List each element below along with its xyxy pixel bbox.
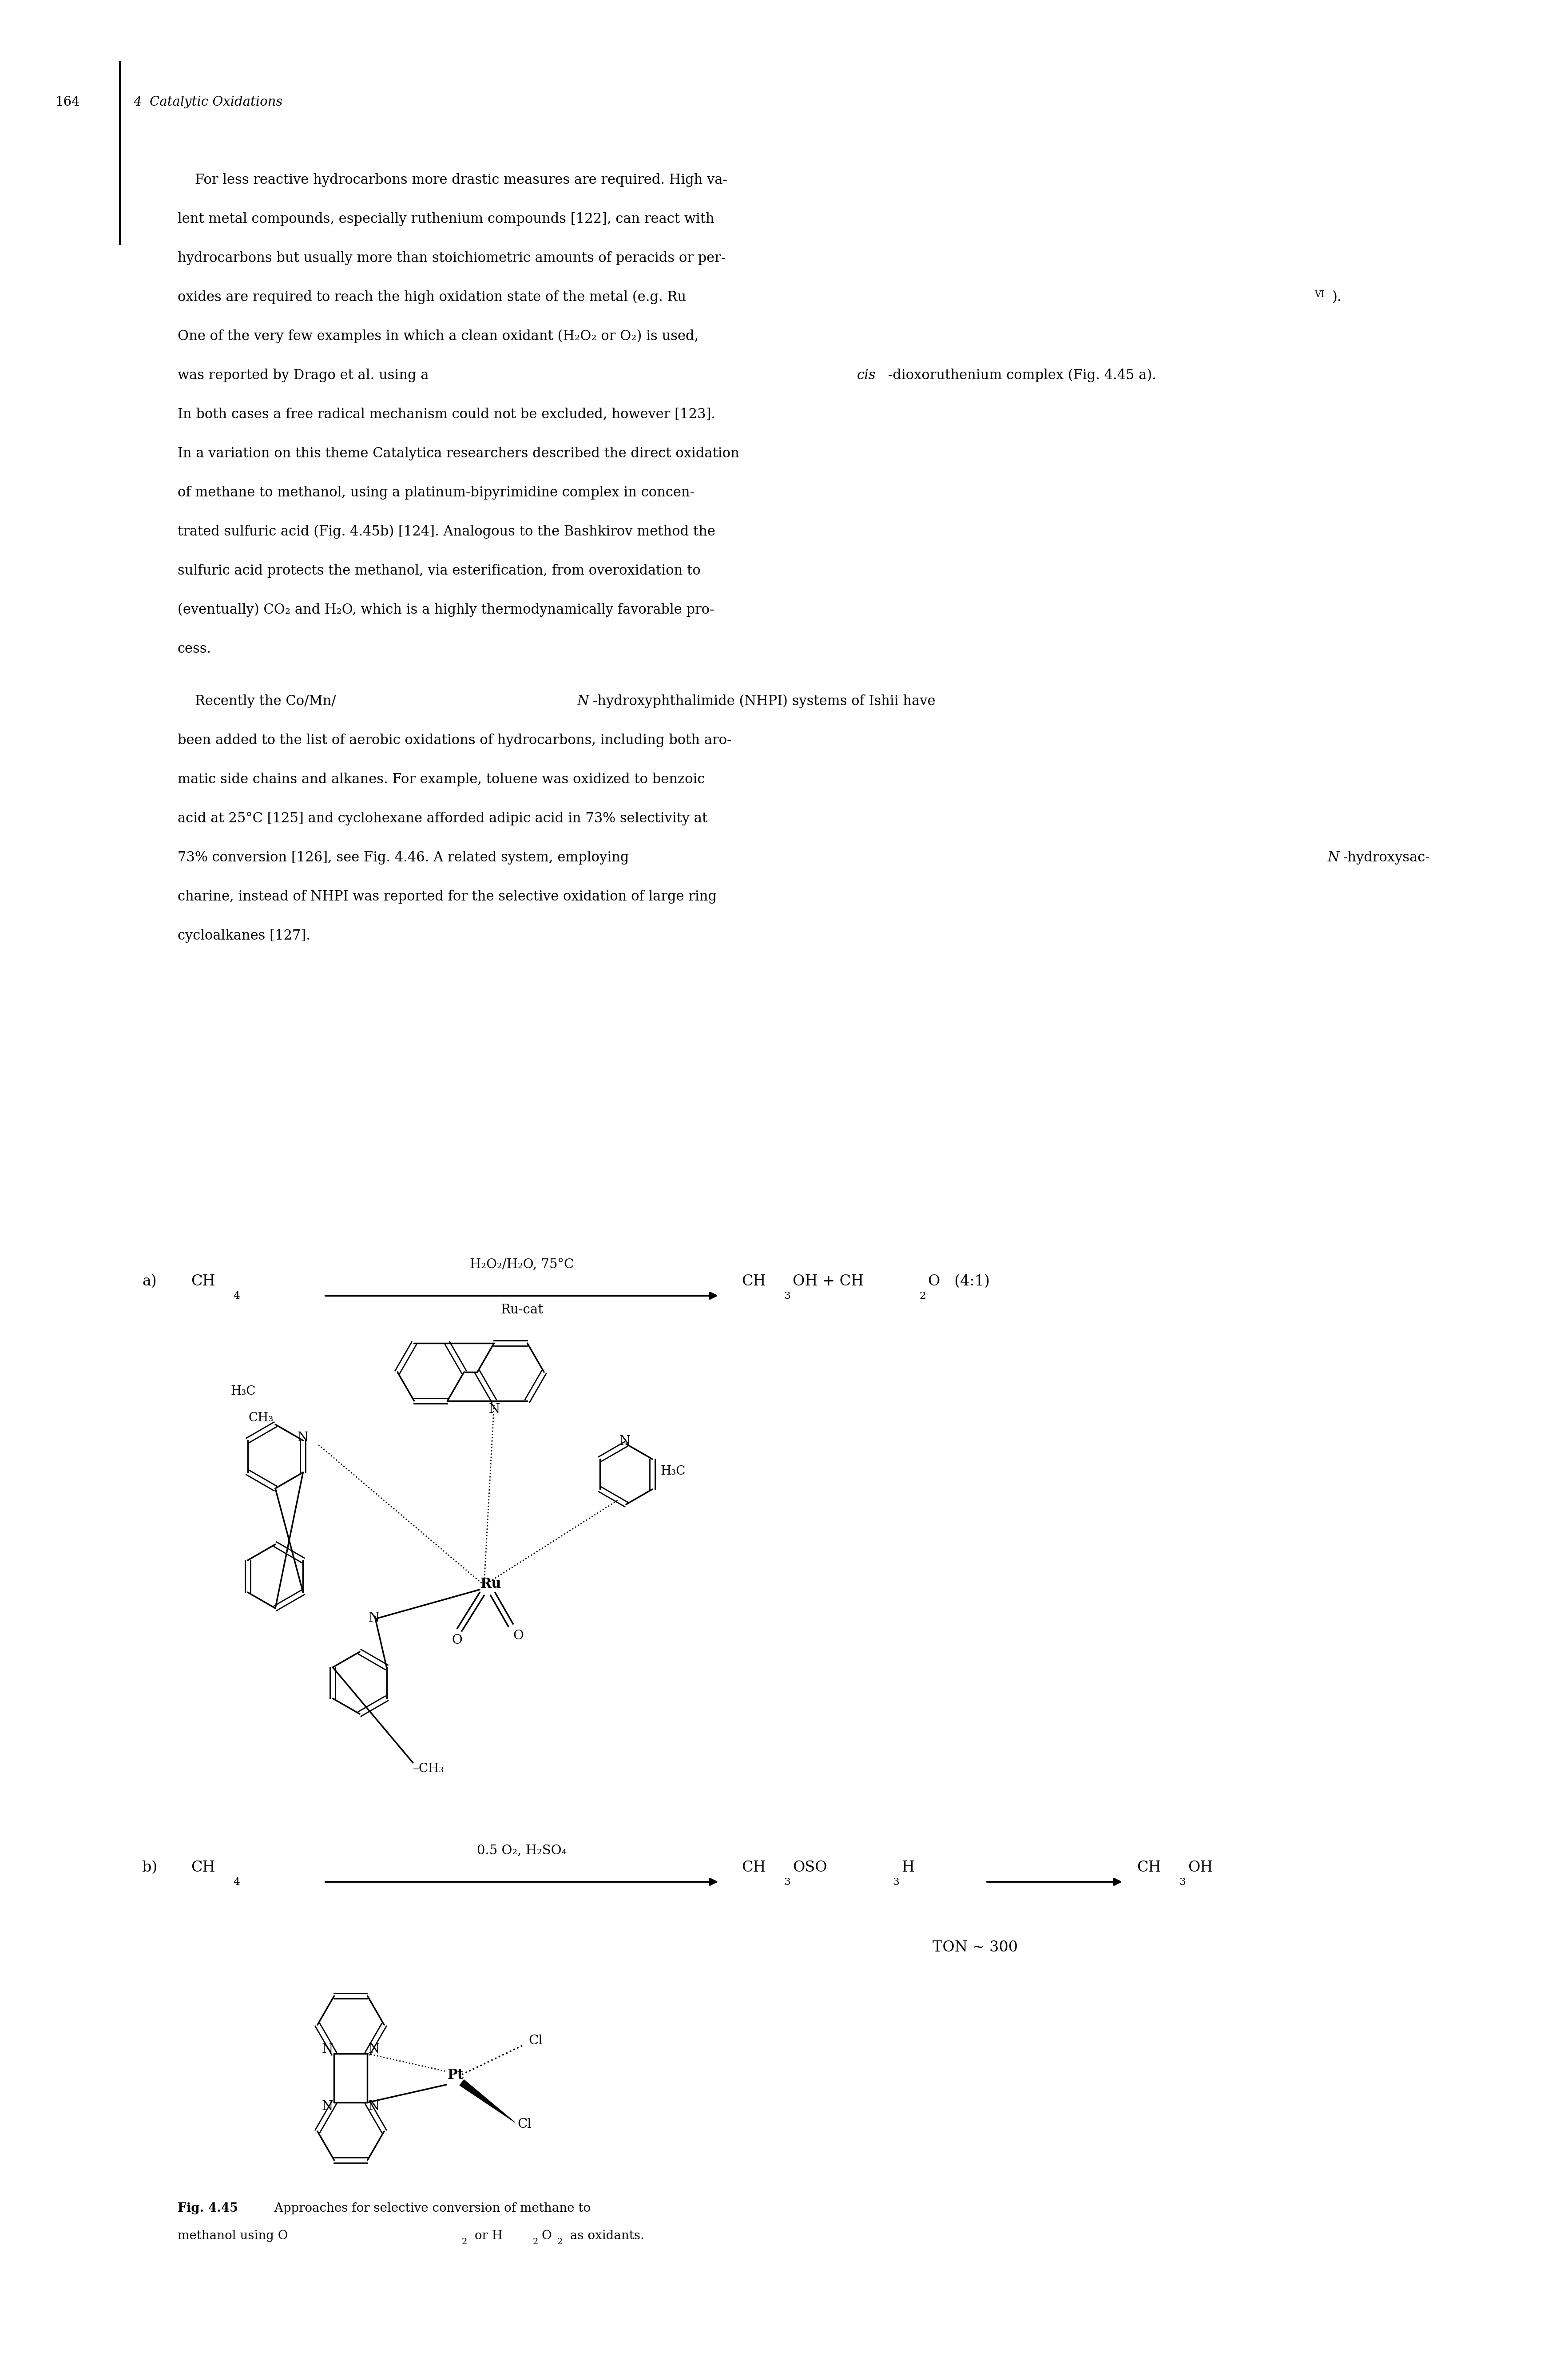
Text: methanol using O: methanol using O <box>178 2230 288 2242</box>
Text: N: N <box>322 2042 333 2056</box>
Text: -hydroxysac-: -hydroxysac- <box>1344 850 1430 864</box>
Text: 164: 164 <box>56 95 80 109</box>
Text: Ru-cat: Ru-cat <box>500 1304 543 1316</box>
Text: cycloalkanes [127].: cycloalkanes [127]. <box>178 928 311 942</box>
Text: cess.: cess. <box>178 643 212 657</box>
Text: lent metal compounds, especially ruthenium compounds [122], can react with: lent metal compounds, especially rutheni… <box>178 212 714 226</box>
Text: 3: 3 <box>1180 1878 1186 1887</box>
Text: For less reactive hydrocarbons more drastic measures are required. High va-: For less reactive hydrocarbons more dras… <box>178 174 728 188</box>
Text: CH: CH <box>741 1861 766 1875</box>
Text: sulfuric acid protects the methanol, via esterification, from overoxidation to: sulfuric acid protects the methanol, via… <box>178 564 701 578</box>
Text: charine, instead of NHPI was reported for the selective oxidation of large ring: charine, instead of NHPI was reported fo… <box>178 890 717 904</box>
Text: Ru: Ru <box>480 1578 502 1590</box>
Text: N: N <box>619 1435 630 1447</box>
Text: O: O <box>542 2230 551 2242</box>
Text: Recently the Co/Mn/: Recently the Co/Mn/ <box>178 695 336 709</box>
Text: N: N <box>489 1404 500 1416</box>
Polygon shape <box>460 2080 515 2123</box>
Text: CH₃: CH₃ <box>249 1411 274 1423</box>
Text: or H: or H <box>471 2230 503 2242</box>
Text: Approaches for selective conversion of methane to: Approaches for selective conversion of m… <box>266 2202 591 2213</box>
Text: O: O <box>452 1635 463 1647</box>
Text: acid at 25°C [125] and cyclohexane afforded adipic acid in 73% selectivity at: acid at 25°C [125] and cyclohexane affor… <box>178 812 707 826</box>
Text: –CH₃: –CH₃ <box>413 1764 444 1775</box>
Text: N: N <box>322 2099 333 2113</box>
Text: O: O <box>512 1630 523 1642</box>
Text: N: N <box>368 2042 379 2056</box>
Text: as oxidants.: as oxidants. <box>567 2230 644 2242</box>
Text: 2: 2 <box>920 1292 926 1302</box>
Text: N: N <box>368 2099 379 2113</box>
Text: 2: 2 <box>557 2237 563 2247</box>
Text: N: N <box>297 1430 308 1445</box>
Text: CH: CH <box>190 1861 215 1875</box>
Text: VI: VI <box>1314 290 1325 300</box>
Text: matic side chains and alkanes. For example, toluene was oxidized to benzoic: matic side chains and alkanes. For examp… <box>178 774 704 785</box>
Text: One of the very few examples in which a clean oxidant (H₂O₂ or O₂) is used,: One of the very few examples in which a … <box>178 328 698 343</box>
Text: a): a) <box>142 1273 156 1288</box>
Text: b): b) <box>142 1861 158 1875</box>
Text: of methane to methanol, using a platinum-bipyrimidine complex in concen-: of methane to methanol, using a platinum… <box>178 486 695 500</box>
Text: -dioxoruthenium complex (Fig. 4.45 a).: -dioxoruthenium complex (Fig. 4.45 a). <box>889 369 1156 383</box>
Text: 4: 4 <box>234 1878 240 1887</box>
Text: 73% conversion [126], see Fig. 4.46. A related system, employing: 73% conversion [126], see Fig. 4.46. A r… <box>178 850 633 864</box>
Text: O   (4:1): O (4:1) <box>929 1273 989 1288</box>
Text: N: N <box>1328 850 1339 864</box>
Text: In a variation on this theme Catalytica researchers described the direct oxidati: In a variation on this theme Catalytica … <box>178 447 740 459</box>
Text: N: N <box>368 1611 379 1623</box>
Text: H₃C: H₃C <box>231 1385 255 1397</box>
Text: CH: CH <box>741 1273 766 1288</box>
Text: 4  Catalytic Oxidations: 4 Catalytic Oxidations <box>133 95 283 109</box>
Text: -hydroxyphthalimide (NHPI) systems of Ishii have: -hydroxyphthalimide (NHPI) systems of Is… <box>593 695 935 709</box>
Text: hydrocarbons but usually more than stoichiometric amounts of peracids or per-: hydrocarbons but usually more than stoic… <box>178 252 726 264</box>
Text: (eventually) CO₂ and H₂O, which is a highly thermodynamically favorable pro-: (eventually) CO₂ and H₂O, which is a hig… <box>178 602 714 616</box>
Text: Pt: Pt <box>447 2068 464 2082</box>
Text: Cl: Cl <box>517 2118 531 2130</box>
Text: 4: 4 <box>234 1292 240 1302</box>
Text: trated sulfuric acid (Fig. 4.45b) [124]. Analogous to the Bashkirov method the: trated sulfuric acid (Fig. 4.45b) [124].… <box>178 526 715 538</box>
Text: OH + CH: OH + CH <box>793 1273 864 1288</box>
Text: 2: 2 <box>461 2237 467 2247</box>
Text: ).: ). <box>1333 290 1342 305</box>
Text: 3: 3 <box>783 1292 791 1302</box>
Text: Fig. 4.45: Fig. 4.45 <box>178 2202 238 2213</box>
Text: 3: 3 <box>893 1878 899 1887</box>
Text: OH: OH <box>1187 1861 1214 1875</box>
Text: H: H <box>901 1861 915 1875</box>
Text: 3: 3 <box>783 1878 791 1887</box>
Text: Cl: Cl <box>528 2035 542 2047</box>
Text: H₃C: H₃C <box>661 1466 686 1478</box>
Text: was reported by Drago et al. using a: was reported by Drago et al. using a <box>178 369 433 383</box>
Text: In both cases a free radical mechanism could not be excluded, however [123].: In both cases a free radical mechanism c… <box>178 407 715 421</box>
Text: H₂O₂/H₂O, 75°C: H₂O₂/H₂O, 75°C <box>469 1259 574 1271</box>
Text: been added to the list of aerobic oxidations of hydrocarbons, including both aro: been added to the list of aerobic oxidat… <box>178 733 732 747</box>
Text: cis: cis <box>858 369 876 383</box>
Text: CH: CH <box>1136 1861 1161 1875</box>
Text: 0.5 O₂, H₂SO₄: 0.5 O₂, H₂SO₄ <box>477 1844 567 1856</box>
Text: 2: 2 <box>533 2237 539 2247</box>
Text: oxides are required to reach the high oxidation state of the metal (e.g. Ru: oxides are required to reach the high ox… <box>178 290 686 305</box>
Text: N: N <box>577 695 590 709</box>
Text: OSO: OSO <box>793 1861 827 1875</box>
Text: TON ~ 300: TON ~ 300 <box>932 1940 1019 1954</box>
Text: CH: CH <box>190 1273 215 1288</box>
